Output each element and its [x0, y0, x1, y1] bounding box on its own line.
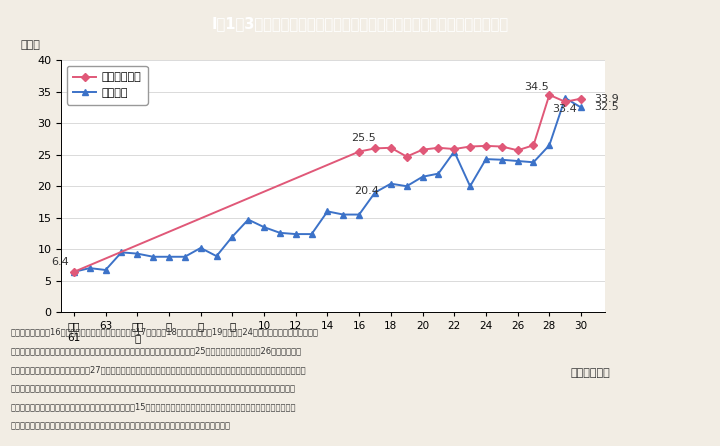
総合職等	[418, 174, 427, 179]
総合職等	[323, 209, 332, 214]
総合職等	[276, 230, 284, 235]
総合職等	[529, 160, 538, 165]
Text: 33.9: 33.9	[594, 94, 618, 103]
Text: 国家公務員の採用・登用の拡大状況等のフォローアップの実施結果」，25年度は総務省・人事院，26年度は内閣官: 国家公務員の採用・登用の拡大状況等のフォローアップの実施結果」，25年度は総務省…	[11, 347, 302, 355]
Text: I－1－3図　国家公務員採用試験からの採用者に占める女性の割合の推移: I－1－3図 国家公務員採用試験からの採用者に占める女性の割合の推移	[212, 16, 508, 31]
総合職等	[292, 231, 300, 237]
総合職等	[133, 251, 142, 256]
採用試験全体	[561, 99, 570, 104]
総合職等	[228, 234, 237, 239]
総合職等	[466, 184, 474, 189]
総合職等	[434, 171, 443, 176]
Text: ２．「総合職等」とは国家公務員採用総合職試験（院卒者試験，大卒程度試験）及び国家公務員採用Ｉ種試験並びに防: ２．「総合職等」とは国家公務員採用総合職試験（院卒者試験，大卒程度試験）及び国家…	[11, 384, 296, 393]
総合職等	[102, 267, 110, 273]
Text: （採用年度）: （採用年度）	[570, 368, 611, 378]
採用試験全体	[450, 146, 459, 152]
採用試験全体	[70, 269, 78, 275]
総合職等	[545, 143, 554, 148]
Text: 立行政法人に採用された者を含む。）のうち，防衛省又は国会に採用された者を除く。: 立行政法人に採用された者を含む。）のうち，防衛省又は国会に採用された者を除く。	[11, 421, 231, 430]
総合職等	[307, 231, 316, 237]
Text: （備考）１．平成16年度以前は人事院資料より作成。17年度及び18年度は総務省，19年度から24年度は総務省・人事院「女性: （備考）１．平成16年度以前は人事院資料より作成。17年度及び18年度は総務省，…	[11, 328, 319, 337]
Text: （％）: （％）	[20, 40, 40, 50]
総合職等	[212, 253, 221, 259]
総合職等	[117, 250, 126, 255]
採用試験全体	[418, 147, 427, 153]
総合職等	[339, 212, 348, 217]
採用試験全体	[434, 145, 443, 150]
Text: 34.5: 34.5	[524, 83, 549, 92]
Line: 総合職等: 総合職等	[71, 95, 585, 275]
採用試験全体	[513, 148, 522, 153]
Text: 6.4: 6.4	[51, 257, 69, 268]
採用試験全体	[402, 154, 411, 159]
総合職等	[70, 269, 78, 275]
Text: 25.5: 25.5	[351, 133, 376, 143]
総合職等	[482, 157, 490, 162]
総合職等	[577, 105, 585, 110]
採用試験全体	[371, 146, 379, 151]
総合職等	[260, 224, 269, 230]
採用試験全体	[466, 144, 474, 149]
Line: 採用試験全体: 採用試験全体	[71, 92, 584, 275]
Text: 33.4: 33.4	[552, 104, 577, 115]
Text: 房内閣人事局・人事院，27年度以降は内閣官房内閣人事局「女性国家公務員の採用状況のフォローアップ」より作成。: 房内閣人事局・人事院，27年度以降は内閣官房内閣人事局「女性国家公務員の採用状況…	[11, 365, 307, 374]
Legend: 採用試験全体, 総合職等: 採用試験全体, 総合職等	[67, 66, 148, 105]
採用試験全体	[545, 92, 554, 98]
総合職等	[86, 265, 94, 271]
総合職等	[402, 184, 411, 189]
総合職等	[244, 217, 253, 222]
総合職等	[513, 158, 522, 164]
総合職等	[149, 254, 158, 260]
総合職等	[561, 95, 570, 101]
採用試験全体	[355, 149, 364, 154]
総合職等	[165, 254, 174, 260]
採用試験全体	[498, 144, 506, 149]
総合職等	[498, 157, 506, 162]
Text: 32.5: 32.5	[594, 103, 618, 112]
総合職等	[450, 149, 459, 154]
Text: 20.4: 20.4	[354, 186, 379, 196]
採用試験全体	[577, 96, 585, 101]
総合職等	[371, 190, 379, 195]
Text: 衛省職員採用Ｉ種試験をいう。ただし，平成15年度以前は，国家公務員採用Ｉ種試験に合格して採用された者（独: 衛省職員採用Ｉ種試験をいう。ただし，平成15年度以前は，国家公務員採用Ｉ種試験に…	[11, 403, 297, 412]
採用試験全体	[529, 143, 538, 148]
総合職等	[181, 254, 189, 260]
総合職等	[387, 181, 395, 186]
採用試験全体	[482, 143, 490, 149]
総合職等	[197, 245, 205, 251]
総合職等	[355, 212, 364, 217]
採用試験全体	[387, 145, 395, 150]
